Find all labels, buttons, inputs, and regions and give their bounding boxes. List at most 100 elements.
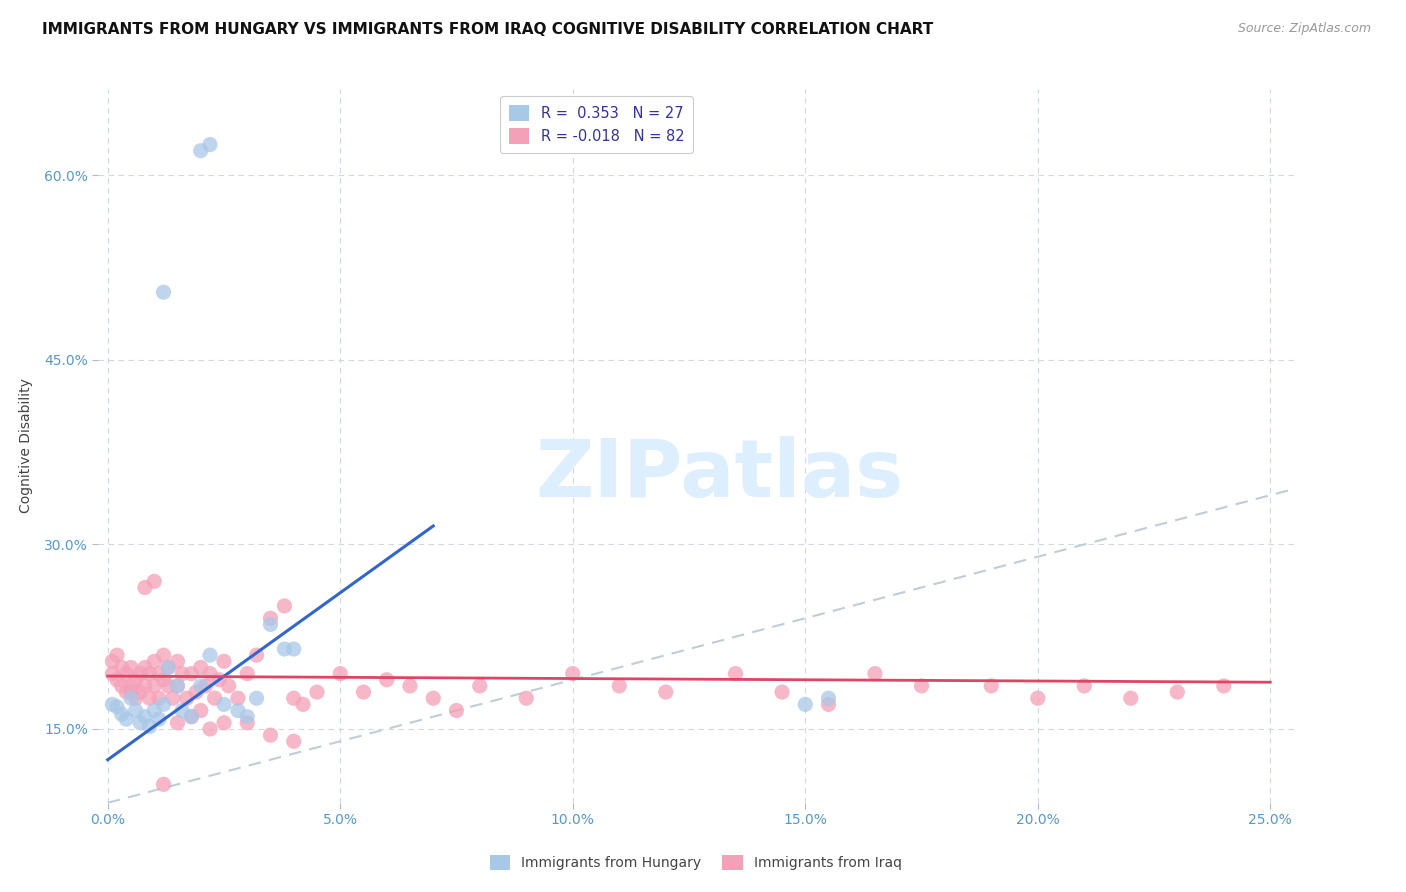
Point xyxy=(138,719,160,733)
Point xyxy=(111,660,134,674)
Point xyxy=(515,691,537,706)
Point xyxy=(172,704,194,718)
Point xyxy=(190,660,212,674)
Point xyxy=(138,666,160,681)
Point xyxy=(105,648,128,662)
Point xyxy=(212,698,235,712)
Point xyxy=(148,712,170,726)
Point xyxy=(259,617,281,632)
Point xyxy=(375,673,398,687)
Point xyxy=(120,679,142,693)
Point xyxy=(1166,685,1188,699)
Point xyxy=(259,611,281,625)
Point xyxy=(208,673,231,687)
Point xyxy=(1212,679,1234,693)
Point xyxy=(111,707,134,722)
Point xyxy=(143,574,166,589)
Point xyxy=(152,648,174,662)
Point xyxy=(101,666,124,681)
Point xyxy=(283,734,305,748)
Point xyxy=(190,679,212,693)
Point xyxy=(305,685,328,699)
Point xyxy=(166,679,188,693)
Point xyxy=(152,673,174,687)
Point xyxy=(129,666,152,681)
Point xyxy=(353,685,375,699)
Point xyxy=(134,709,156,723)
Text: IMMIGRANTS FROM HUNGARY VS IMMIGRANTS FROM IRAQ COGNITIVE DISABILITY CORRELATION: IMMIGRANTS FROM HUNGARY VS IMMIGRANTS FR… xyxy=(42,22,934,37)
Point xyxy=(180,666,202,681)
Point xyxy=(1026,691,1049,706)
Point xyxy=(120,691,142,706)
Point xyxy=(129,715,152,730)
Point xyxy=(817,691,839,706)
Point xyxy=(468,679,491,693)
Point xyxy=(198,648,221,662)
Point xyxy=(190,144,212,158)
Point xyxy=(1119,691,1142,706)
Point xyxy=(910,679,932,693)
Point xyxy=(863,666,886,681)
Point xyxy=(143,679,166,693)
Point xyxy=(198,137,221,152)
Point xyxy=(218,679,240,693)
Point xyxy=(655,685,678,699)
Point xyxy=(194,679,217,693)
Point xyxy=(770,685,793,699)
Point xyxy=(129,685,152,699)
Point xyxy=(236,666,259,681)
Point xyxy=(152,777,174,791)
Point xyxy=(817,698,839,712)
Point xyxy=(101,654,124,668)
Point xyxy=(166,715,188,730)
Point xyxy=(212,715,235,730)
Point xyxy=(198,722,221,736)
Point xyxy=(124,691,146,706)
Point xyxy=(111,679,134,693)
Point xyxy=(143,704,166,718)
Text: Source: ZipAtlas.com: Source: ZipAtlas.com xyxy=(1237,22,1371,36)
Point xyxy=(176,691,198,706)
Point xyxy=(152,698,174,712)
Point xyxy=(245,648,267,662)
Point xyxy=(143,654,166,668)
Point xyxy=(152,285,174,300)
Point xyxy=(115,666,138,681)
Point xyxy=(157,679,180,693)
Point xyxy=(399,679,422,693)
Y-axis label: Cognitive Disability: Cognitive Disability xyxy=(20,378,32,514)
Point xyxy=(446,704,468,718)
Point xyxy=(101,698,124,712)
Point xyxy=(561,666,583,681)
Point xyxy=(724,666,747,681)
Point xyxy=(236,709,259,723)
Point xyxy=(226,704,249,718)
Point xyxy=(245,691,267,706)
Point xyxy=(422,691,444,706)
Point xyxy=(329,666,352,681)
Point xyxy=(607,679,630,693)
Point xyxy=(134,679,156,693)
Point xyxy=(134,660,156,674)
Point xyxy=(292,698,315,712)
Point xyxy=(157,660,180,674)
Point xyxy=(259,728,281,742)
Point xyxy=(120,685,142,699)
Point xyxy=(184,685,207,699)
Point xyxy=(172,666,194,681)
Point xyxy=(204,691,226,706)
Point xyxy=(162,691,184,706)
Point xyxy=(134,581,156,595)
Point xyxy=(283,642,305,657)
Point xyxy=(273,599,295,613)
Legend: Immigrants from Hungary, Immigrants from Iraq: Immigrants from Hungary, Immigrants from… xyxy=(484,849,908,875)
Point xyxy=(138,691,160,706)
Point xyxy=(115,712,138,726)
Point xyxy=(157,660,180,674)
Point xyxy=(273,642,295,657)
Point xyxy=(226,691,249,706)
Point xyxy=(105,673,128,687)
Point xyxy=(198,666,221,681)
Point xyxy=(124,704,146,718)
Point xyxy=(120,660,142,674)
